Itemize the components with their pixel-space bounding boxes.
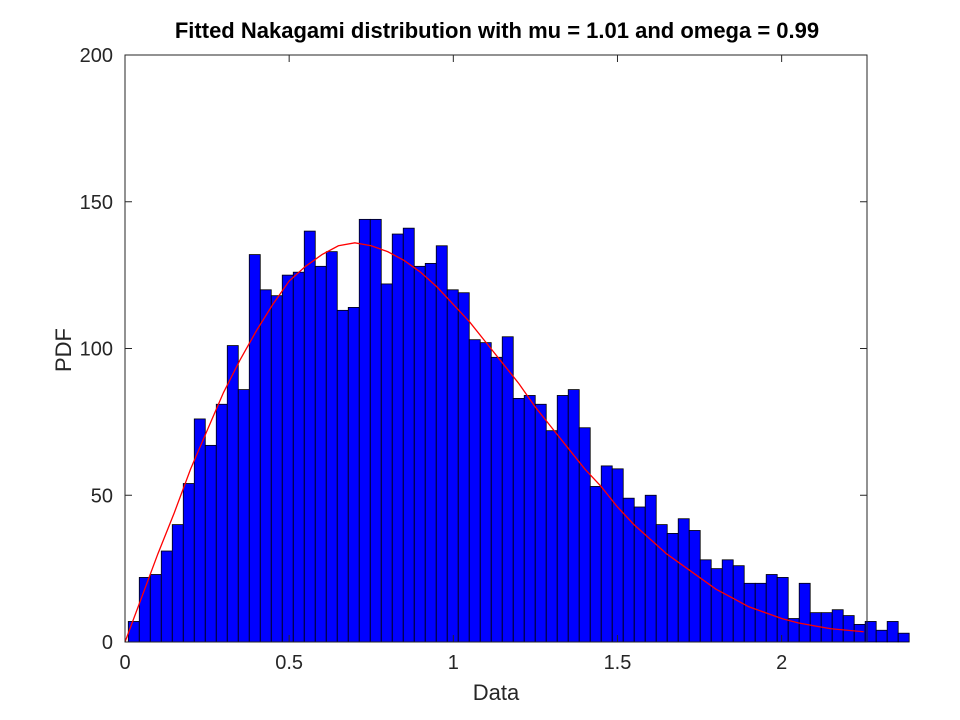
y-tick-label: 200: [80, 45, 113, 67]
histogram-bar: [842, 615, 855, 643]
histogram-bar: [567, 389, 580, 643]
x-tick-label: 0: [119, 652, 130, 674]
histogram-bar: [270, 295, 283, 643]
x-axis-label: Data: [473, 680, 520, 705]
histogram-bar: [600, 465, 613, 643]
histogram-bar: [380, 283, 393, 643]
histogram-bar: [743, 582, 756, 643]
histogram-bar: [611, 468, 624, 643]
histogram-bar: [237, 389, 250, 643]
histogram-bar: [589, 486, 602, 643]
histogram-bar: [523, 395, 536, 643]
histogram-bar: [490, 356, 503, 643]
histogram-bar: [435, 245, 448, 643]
chart-title: Fitted Nakagami distribution with mu = 1…: [175, 18, 819, 43]
histogram-bar: [765, 574, 778, 643]
x-tick-label: 2: [776, 652, 787, 674]
y-tick-label: 100: [80, 339, 113, 361]
y-tick-label: 150: [80, 192, 113, 214]
y-tick-label: 0: [102, 632, 113, 654]
histogram-bar: [446, 289, 459, 643]
histogram-bar: [534, 403, 547, 643]
histogram-bar: [666, 533, 679, 643]
histogram-bar: [710, 568, 723, 643]
histogram-bar: [831, 609, 844, 643]
histogram-bar: [248, 254, 261, 643]
histogram-bar: [215, 403, 228, 643]
histogram-bar: [193, 418, 206, 643]
histogram-bar: [204, 444, 217, 643]
histogram-bar: [501, 336, 514, 643]
histogram-bar: [688, 530, 701, 643]
histogram-bar: [721, 559, 734, 643]
histogram-bar: [325, 251, 338, 643]
histogram-bar: [853, 623, 866, 643]
fit-curve: [124, 242, 864, 643]
histogram-bar: [391, 233, 404, 643]
histogram-bar: [171, 524, 184, 643]
histogram-bar: [281, 274, 294, 643]
histogram-bar: [875, 629, 888, 643]
ticks-group: 0 0.5 1 1.5 2 0 50 100 150 200: [80, 45, 867, 674]
histogram-bar: [314, 265, 327, 643]
histogram-bar: [897, 632, 910, 643]
x-tick-label: 0.5: [275, 652, 303, 674]
histogram-bar: [336, 309, 349, 643]
histogram-bar: [369, 218, 382, 643]
histogram-bar: [512, 397, 525, 643]
histogram-bar: [424, 262, 437, 643]
histogram-bar: [259, 289, 272, 643]
histogram-bar: [182, 483, 195, 643]
y-axis-label: PDF: [51, 328, 76, 372]
histogram-bar: [545, 430, 558, 643]
histogram-bar: [402, 227, 415, 643]
histogram-bar: [677, 518, 690, 643]
x-tick-label: 1.5: [604, 652, 632, 674]
histogram-bar: [457, 292, 470, 643]
histogram-bar: [644, 494, 657, 643]
x-tick-label: 1: [448, 652, 459, 674]
histogram-bar: [160, 550, 173, 643]
histogram-bar: [655, 524, 668, 643]
histogram-bar: [798, 582, 811, 643]
histogram-bar: [479, 342, 492, 643]
histogram-bar: [578, 427, 591, 643]
histogram-bar: [303, 230, 316, 643]
histogram-bar: [886, 621, 899, 643]
histogram-bar: [699, 559, 712, 643]
histogram-bar: [556, 395, 569, 643]
histogram-bar: [776, 577, 789, 643]
histogram-bar: [358, 218, 371, 643]
y-tick-label: 50: [91, 485, 113, 507]
histogram-bar: [226, 345, 239, 643]
histogram-bar: [127, 621, 140, 643]
histogram-bar: [413, 265, 426, 643]
histogram-bar: [292, 271, 305, 643]
histogram-bar: [468, 339, 481, 643]
histogram-bar: [347, 307, 360, 643]
histogram-bar: [149, 574, 162, 643]
